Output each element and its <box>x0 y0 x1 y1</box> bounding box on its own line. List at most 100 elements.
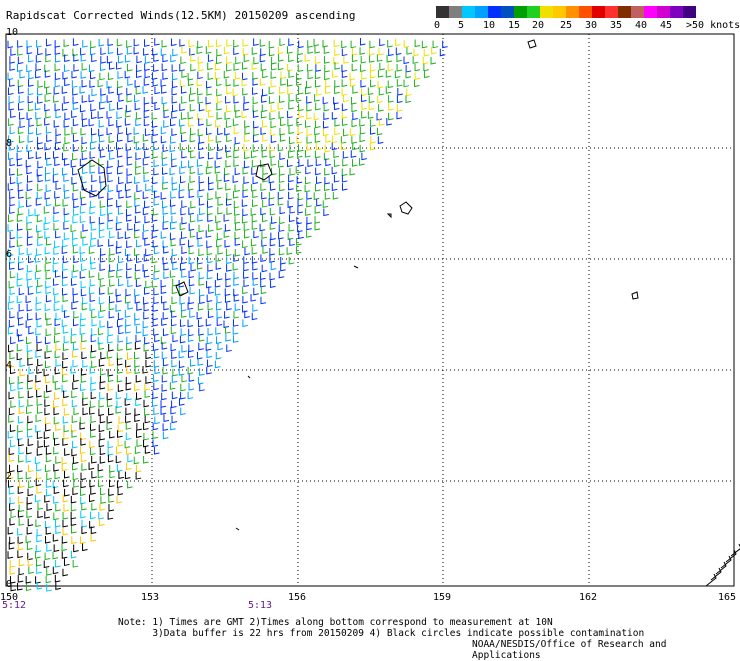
wind-barb <box>52 432 59 440</box>
wind-barb <box>143 270 150 278</box>
wind-barb <box>89 400 96 409</box>
wind-barb <box>71 448 77 457</box>
wind-barb <box>62 527 69 536</box>
wind-barb <box>225 144 231 153</box>
wind-barb <box>162 358 169 367</box>
wind-barb <box>116 119 122 128</box>
wind-barb <box>124 54 131 63</box>
wind-barb <box>169 167 176 176</box>
wind-barb <box>28 119 34 127</box>
wind-barb <box>44 142 51 151</box>
wind-barb <box>7 248 14 257</box>
wind-barb <box>214 71 221 80</box>
wind-barb <box>7 224 14 232</box>
wind-barb <box>217 127 223 136</box>
wind-barb <box>18 262 24 271</box>
wind-barb <box>54 63 61 72</box>
wind-barb <box>251 159 258 168</box>
wind-barb <box>90 383 96 391</box>
wind-barb <box>232 175 239 183</box>
wind-barb <box>26 406 32 415</box>
wind-barb <box>207 160 213 169</box>
wind-barb <box>61 304 68 313</box>
wind-barb <box>343 94 349 103</box>
wind-barb <box>34 382 41 391</box>
wind-barb <box>360 55 367 64</box>
wind-barb <box>197 112 203 121</box>
wind-barb <box>98 408 104 417</box>
wind-barb <box>98 296 105 305</box>
wind-barb <box>73 200 79 209</box>
wind-barb <box>144 63 150 71</box>
wind-barb <box>190 87 196 95</box>
wind-barb <box>171 80 178 89</box>
wind-barb <box>116 446 122 454</box>
wind-barb <box>45 488 52 497</box>
colorbar-segment <box>631 6 644 18</box>
island-outline <box>353 265 359 269</box>
wind-barb <box>225 272 231 281</box>
wind-barb <box>242 295 248 304</box>
wind-barb <box>179 119 185 127</box>
wind-barb <box>27 87 34 96</box>
wind-barb <box>314 222 321 231</box>
wind-barb <box>262 246 269 254</box>
wind-barb <box>81 334 87 343</box>
wind-barb <box>262 134 268 142</box>
wind-barb <box>306 230 312 238</box>
wind-barb <box>232 335 239 343</box>
wind-barb <box>196 351 203 360</box>
wind-barb <box>7 152 14 160</box>
wind-barb <box>154 38 160 46</box>
wind-barb <box>117 430 123 438</box>
wind-barb <box>54 270 61 278</box>
wind-barb <box>134 80 141 88</box>
wind-barb <box>27 95 34 104</box>
wind-barb <box>55 526 61 534</box>
wind-barb <box>161 342 168 350</box>
wind-barb <box>250 238 257 247</box>
wind-barb <box>136 392 142 401</box>
wind-barb <box>224 311 230 319</box>
wind-barb <box>324 72 330 81</box>
wind-barb <box>151 120 158 128</box>
wind-barb <box>63 408 70 416</box>
wind-barb <box>134 102 141 111</box>
wind-barb <box>160 286 167 295</box>
wind-barb <box>135 112 142 120</box>
wind-barb <box>98 439 105 448</box>
time-label: 5:12 <box>2 600 27 611</box>
wind-barb <box>216 239 222 248</box>
wind-barb <box>54 350 61 359</box>
wind-barb <box>242 87 248 96</box>
wind-barb <box>117 159 124 168</box>
wind-barb <box>62 374 68 383</box>
wind-barb <box>297 64 304 72</box>
wind-barb <box>80 510 86 519</box>
wind-barb <box>27 374 33 383</box>
wind-barb <box>28 71 34 80</box>
wind-barb <box>179 63 185 72</box>
wind-barb <box>196 46 203 55</box>
wind-barb <box>106 351 113 359</box>
wind-barb <box>171 215 178 224</box>
wind-barb <box>181 150 187 159</box>
wind-barb <box>117 71 124 79</box>
wind-barb <box>135 464 142 473</box>
wind-barb <box>89 294 96 302</box>
wind-barb <box>61 543 68 552</box>
wind-barb <box>99 200 106 209</box>
wind-barb <box>423 63 429 72</box>
wind-barb <box>349 167 356 176</box>
wind-barb <box>216 95 223 104</box>
wind-barb <box>305 208 311 216</box>
wind-barb <box>36 534 42 543</box>
wind-barb <box>98 359 105 367</box>
wind-barb <box>296 176 303 184</box>
wind-barb <box>108 254 115 263</box>
wind-barb <box>216 48 222 57</box>
wind-barb <box>126 158 133 166</box>
wind-barb <box>379 38 385 47</box>
wind-barb <box>378 104 384 112</box>
wind-barb <box>233 159 239 167</box>
